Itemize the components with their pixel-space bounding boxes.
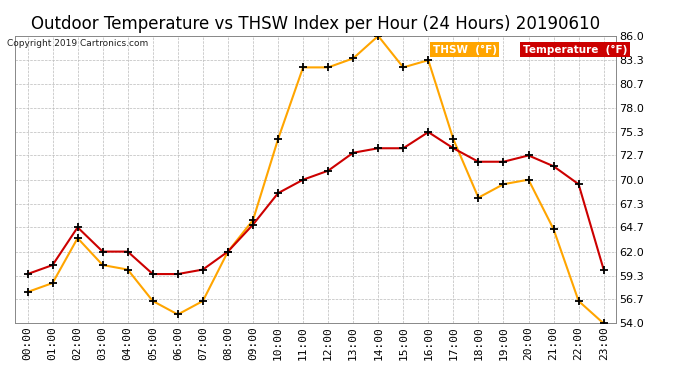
Title: Outdoor Temperature vs THSW Index per Hour (24 Hours) 20190610: Outdoor Temperature vs THSW Index per Ho…	[31, 15, 600, 33]
Text: Temperature  (°F): Temperature (°F)	[523, 45, 627, 55]
Text: Copyright 2019 Cartronics.com: Copyright 2019 Cartronics.com	[7, 39, 148, 48]
Text: THSW  (°F): THSW (°F)	[433, 45, 497, 55]
